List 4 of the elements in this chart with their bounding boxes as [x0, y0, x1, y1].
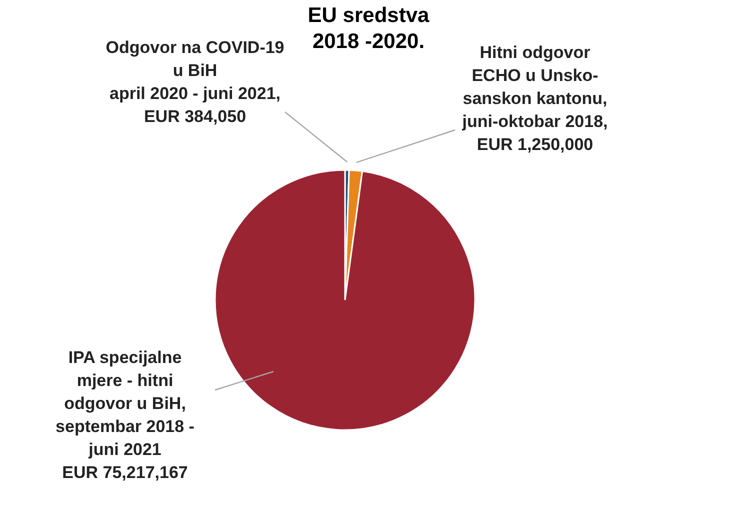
chart-title: EU sredstva 2018 -2020.	[308, 4, 430, 53]
slice-label: IPA specijalne mjere - hitni odgovor u BiH, septembar 2018 - juni 2021 EUR 75,217,167	[56, 348, 194, 482]
slice-label: Hitni odgovor ECHO u Unsko- sanskon kantonu, juni-oktobar 2018, EUR 1,250,000	[461, 43, 608, 154]
slice-label: Odgovor na COVID-19 u BiH april 2020 - juni 2021, EUR 384,050	[106, 38, 284, 126]
